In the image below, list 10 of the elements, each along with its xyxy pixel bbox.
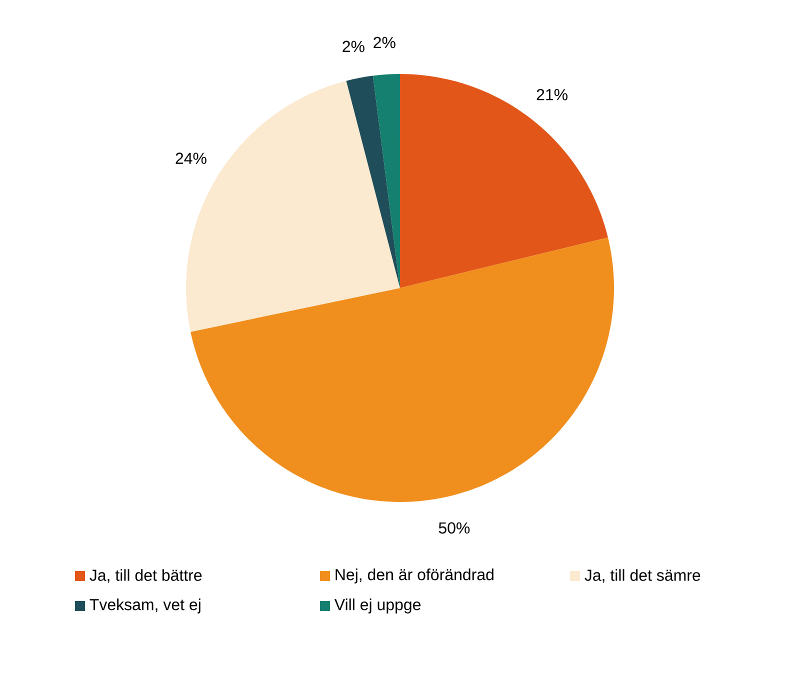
legend-label: Vill ej uppge	[334, 598, 421, 614]
legend-label: Nej, den är oförändrad	[336, 568, 494, 584]
legend-label: Ja, till det sämre	[584, 569, 700, 583]
data-label: 24%	[176, 152, 206, 164]
legend-label: Ja, till det bättre	[90, 569, 202, 583]
legend-label: Tveksam, vet ej	[90, 598, 200, 614]
data-label: 50%	[438, 522, 470, 534]
data-label: 21%	[536, 88, 568, 100]
data-label: 2%	[342, 40, 364, 52]
data-label: 2%	[374, 36, 396, 48]
